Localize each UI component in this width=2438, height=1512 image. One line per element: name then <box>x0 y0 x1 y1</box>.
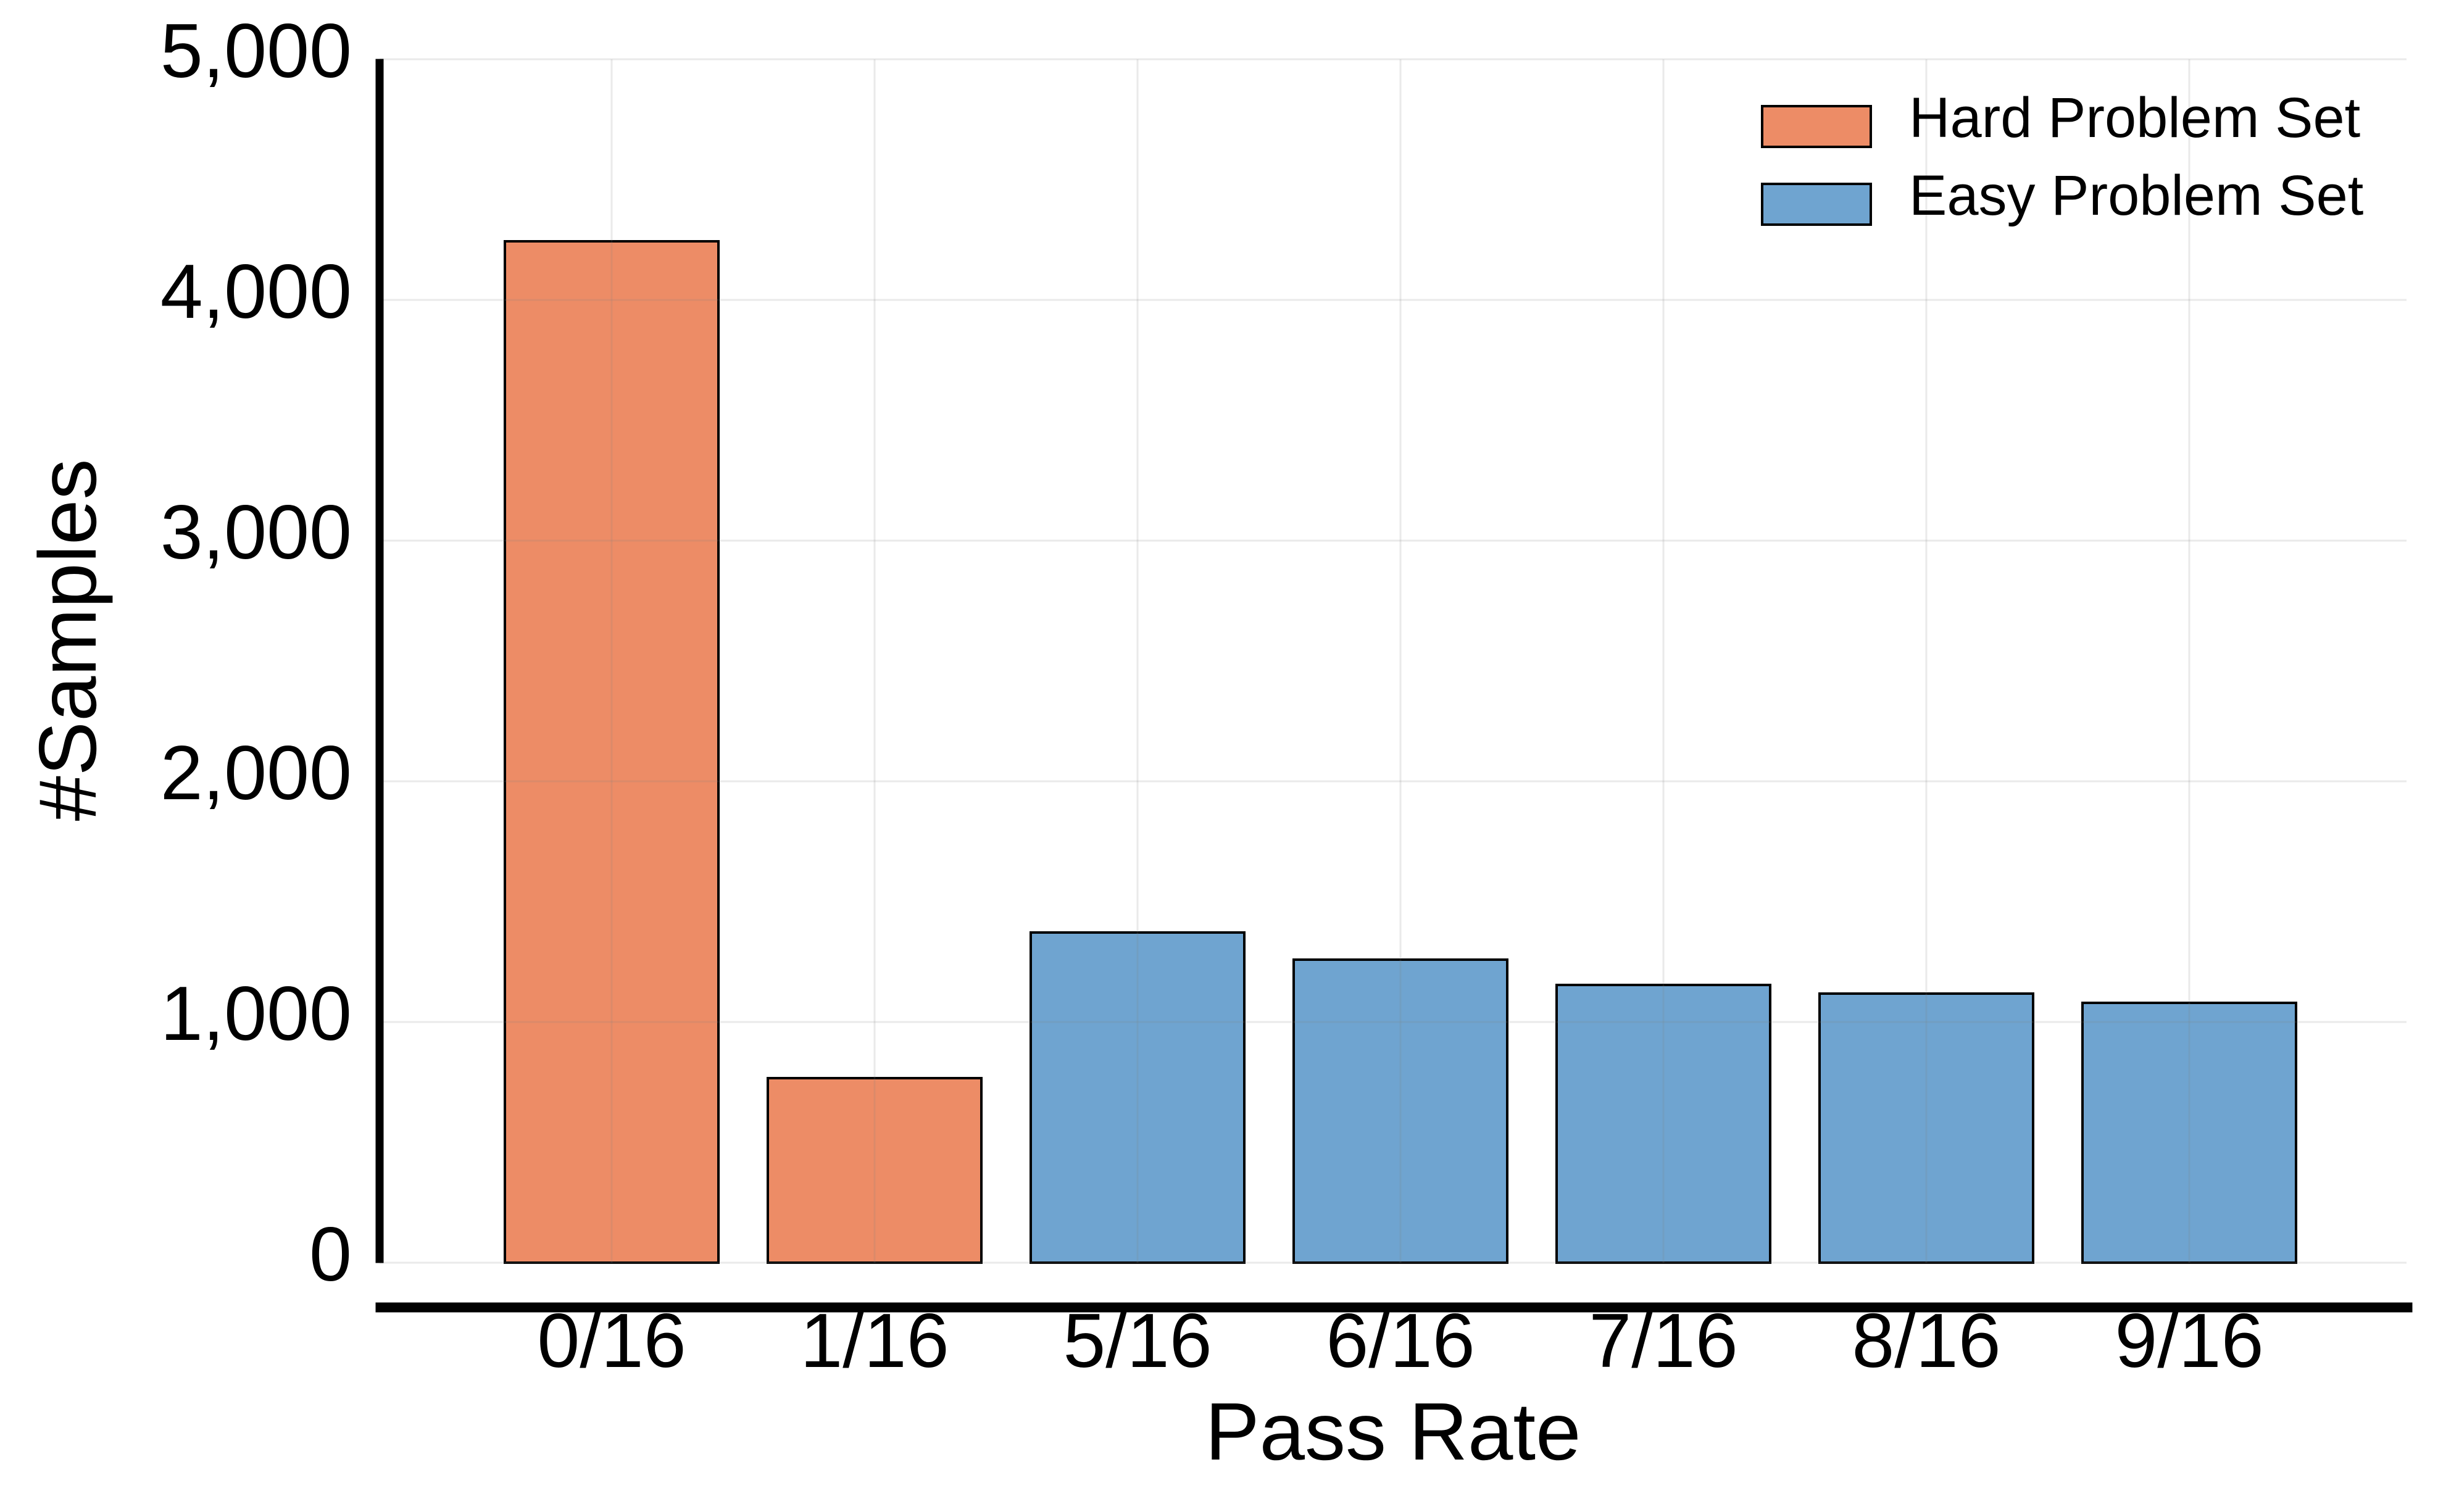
svg-text:9/16: 9/16 <box>2115 1298 2263 1384</box>
svg-text:#Samples: #Samples <box>22 459 113 821</box>
svg-text:2,000: 2,000 <box>160 731 352 816</box>
svg-text:5/16: 5/16 <box>1063 1298 1212 1384</box>
svg-text:7/16: 7/16 <box>1589 1298 1737 1384</box>
svg-text:1,000: 1,000 <box>160 971 352 1057</box>
svg-text:5,000: 5,000 <box>160 9 352 94</box>
svg-text:0: 0 <box>309 1212 352 1297</box>
svg-text:0/16: 0/16 <box>537 1298 686 1384</box>
svg-text:4,000: 4,000 <box>160 249 352 334</box>
svg-text:Easy Problem Set: Easy Problem Set <box>1909 164 2363 227</box>
svg-text:1/16: 1/16 <box>800 1298 949 1384</box>
svg-text:8/16: 8/16 <box>1852 1298 2000 1384</box>
svg-text:Pass Rate: Pass Rate <box>1205 1386 1581 1477</box>
svg-text:3,000: 3,000 <box>160 490 352 575</box>
svg-text:Hard Problem Set: Hard Problem Set <box>1909 86 2360 149</box>
svg-text:6/16: 6/16 <box>1326 1298 1475 1384</box>
